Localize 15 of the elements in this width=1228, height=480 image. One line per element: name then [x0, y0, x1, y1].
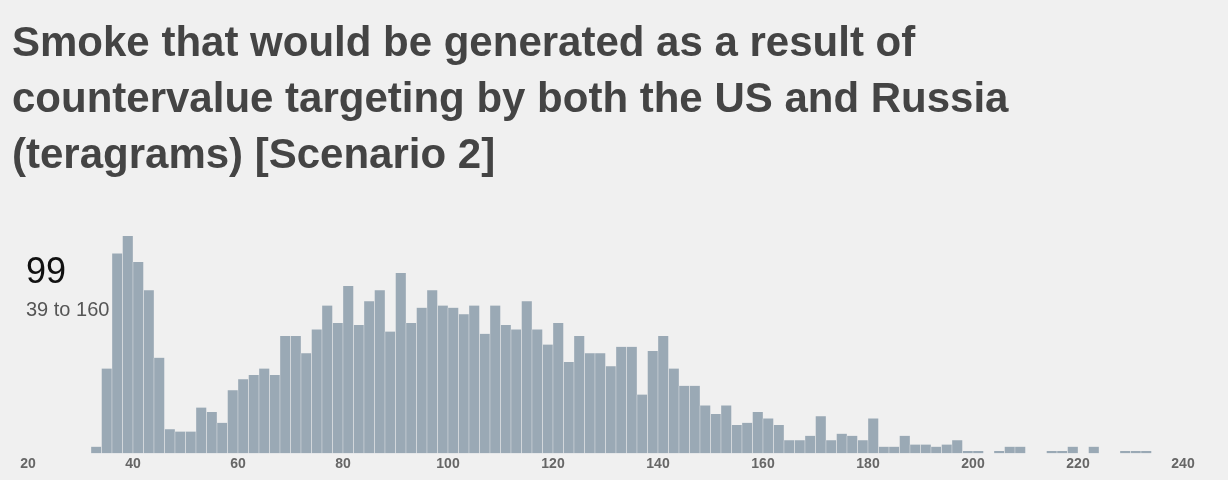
x-tick-label: 240 [1171, 455, 1195, 472]
x-tick-label: 140 [646, 455, 670, 472]
chart-title: Smoke that would be generated as a result of countervalue targeting by both the US and Russia (teragrams) [Scenario 2] [12, 17, 1010, 179]
annotation: 99 [26, 250, 67, 292]
x-tick-label: 20 [20, 455, 36, 472]
x-tick-label: 200 [961, 455, 985, 472]
x-tick-label: 80 [335, 455, 351, 472]
x-tick-label: 160 [751, 455, 775, 472]
annotation: 39 to 160 [26, 298, 110, 321]
x-tick-label: 220 [1066, 455, 1090, 472]
x-tick-label: 40 [125, 455, 141, 472]
x-tick-label: 60 [230, 455, 246, 472]
x-tick-label: 120 [541, 455, 565, 472]
x-tick-label: 100 [436, 455, 460, 472]
x-tick-label: 180 [856, 455, 880, 472]
